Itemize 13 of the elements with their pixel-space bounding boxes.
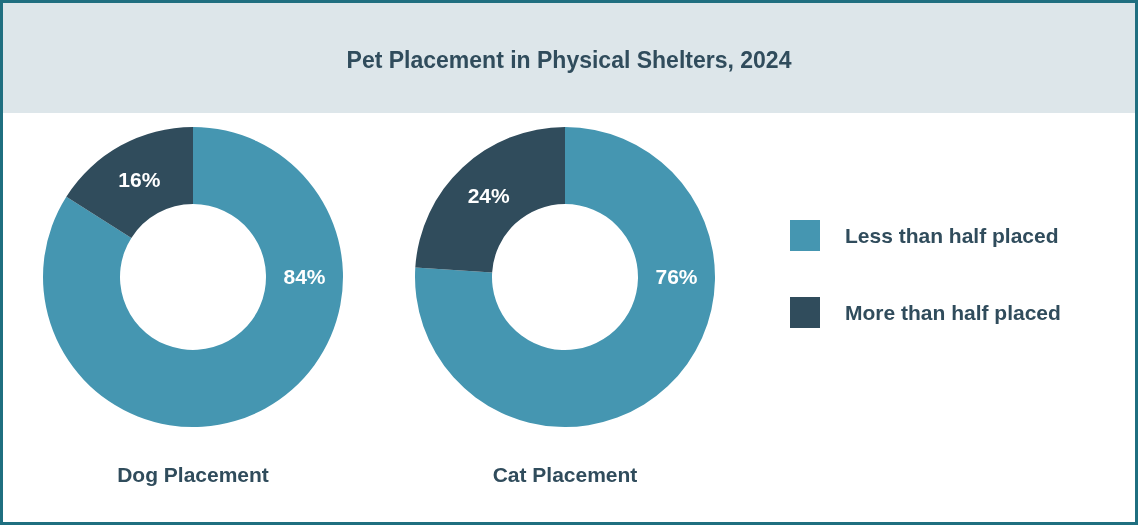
text: Dog Placement: [117, 463, 269, 486]
donut-slice: [66, 127, 193, 238]
data-label: 84%: [283, 265, 326, 289]
data-label: 16%: [118, 167, 161, 191]
text: Cat Placement: [492, 463, 638, 486]
donut-slice: [43, 127, 343, 427]
data-label: 24%: [467, 184, 511, 208]
donut-slice: [415, 127, 715, 427]
chart-title: Pet Placement in Physical Shelters, 2024: [346, 47, 792, 74]
data-label: 76%: [655, 265, 698, 289]
legend-label: More than half placed: [845, 301, 1061, 325]
donut-slice: [415, 127, 565, 273]
legend-label: Less than half placed: [845, 224, 1059, 248]
